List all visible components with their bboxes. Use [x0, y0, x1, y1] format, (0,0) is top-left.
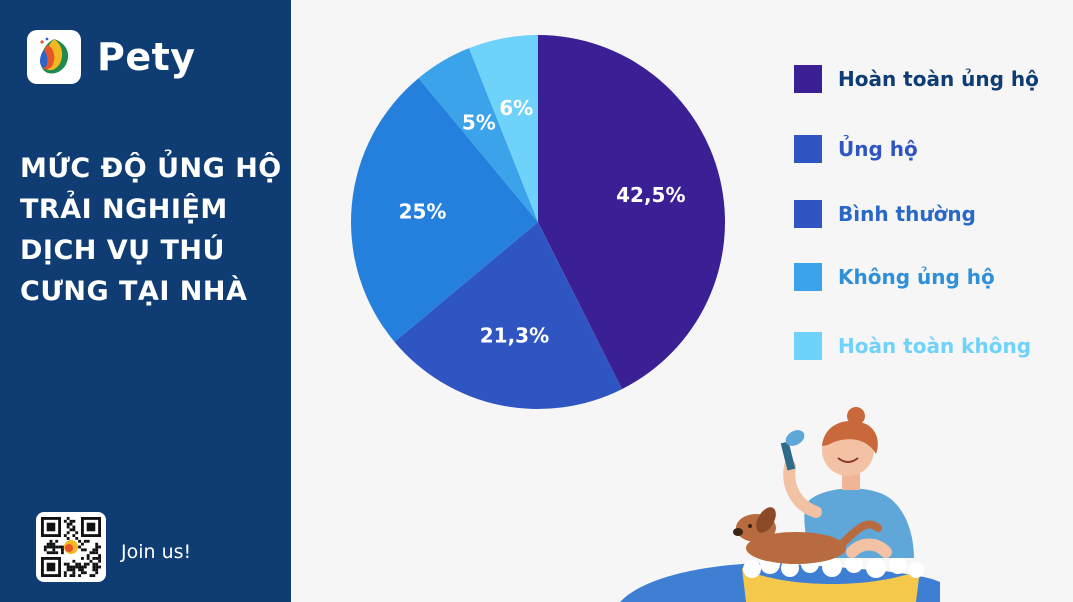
- pie-slice-label: 5%: [462, 110, 496, 134]
- legend-label: Ủng hộ: [838, 137, 918, 161]
- pie-slices: [351, 35, 725, 409]
- sidebar: Pety MỨC ĐỘ ỦNG HỘ TRẢI NGHIỆM DỊCH VỤ T…: [0, 0, 291, 602]
- legend-item: Bình thường: [794, 200, 976, 228]
- person-bathing-dog-illustration: [620, 407, 940, 602]
- legend-label: Hoàn toàn không: [838, 334, 1032, 358]
- legend-item: Hoàn toàn không: [794, 332, 1031, 360]
- pie-slice-label: 42,5%: [616, 183, 685, 207]
- join-us-text: Join us!: [121, 541, 192, 563]
- page-title: MỨC ĐỘ ỦNG HỘ TRẢI NGHIỆM DỊCH VỤ THÚ CƯ…: [20, 148, 285, 312]
- legend-label: Hoàn toàn ủng hộ: [838, 67, 1039, 91]
- brand: Pety: [27, 30, 196, 84]
- legend-swatch: [794, 263, 822, 291]
- pety-logo-icon: [27, 30, 81, 84]
- legend-item: Hoàn toàn ủng hộ: [794, 65, 1039, 93]
- legend-swatch: [794, 332, 822, 360]
- title-line: CƯNG TẠI NHÀ: [20, 276, 248, 307]
- legend-label: Bình thường: [838, 202, 976, 226]
- legend-swatch: [794, 135, 822, 163]
- qr-code-icon[interactable]: [36, 512, 106, 582]
- qr-code-graphic: [41, 517, 101, 577]
- pie-slice-label: 21,3%: [480, 324, 549, 348]
- pie-labels: 42,5% 21,3% 25% 5%6%: [399, 96, 686, 347]
- pie-slice-5: [469, 35, 538, 222]
- legend-item: Không ủng hộ: [794, 263, 995, 291]
- pie-slice-3: [351, 78, 538, 342]
- legend-label: Không ủng hộ: [838, 265, 995, 289]
- pie-slice-4: [418, 48, 538, 222]
- title-line: TRẢI NGHIỆM: [20, 194, 228, 225]
- pie-slice-1: [538, 35, 725, 390]
- legend-swatch: [794, 65, 822, 93]
- pie-chart: 42,5% 21,3% 25% 5%6%: [351, 35, 725, 409]
- pie-slice-label: 6%: [499, 96, 533, 120]
- legend-item: Ủng hộ: [794, 135, 918, 163]
- pie-slice-label: 25%: [399, 199, 447, 223]
- title-line: DỊCH VỤ THÚ: [20, 235, 225, 266]
- legend-swatch: [794, 200, 822, 228]
- pie-slice-2: [394, 222, 623, 409]
- title-line: MỨC ĐỘ ỦNG HỘ: [20, 153, 282, 184]
- brand-name: Pety: [97, 35, 196, 79]
